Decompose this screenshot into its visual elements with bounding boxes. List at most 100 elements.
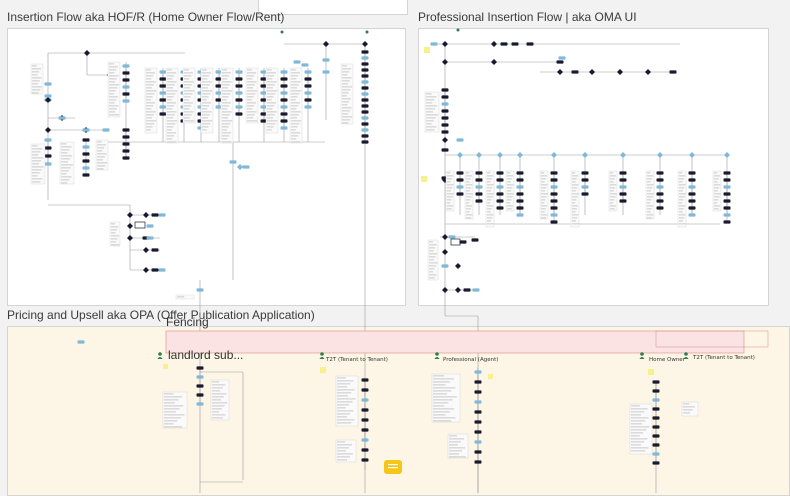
flow-node-dark xyxy=(82,173,90,177)
card-text-line xyxy=(202,84,210,86)
card-text-line xyxy=(647,202,651,204)
flow-node-dark xyxy=(688,199,696,203)
card-text-line xyxy=(679,214,686,216)
flow-node-blue xyxy=(472,288,480,292)
flow-node-dark xyxy=(441,109,449,113)
card-text-line xyxy=(507,193,514,195)
card-text-line xyxy=(679,202,683,204)
card-text-line xyxy=(222,120,233,122)
flow-node-blue xyxy=(361,398,369,402)
card-text-line xyxy=(466,172,470,174)
card-text-line xyxy=(487,205,493,207)
flow-node-blue xyxy=(158,268,166,272)
card-text-line xyxy=(337,447,349,449)
card-text-line xyxy=(487,175,493,177)
card-text-line xyxy=(184,87,190,89)
card-text-line xyxy=(212,411,220,413)
card-text-line xyxy=(487,214,494,216)
sticky-note xyxy=(488,374,493,379)
card-text-line xyxy=(449,447,465,449)
card-text-line xyxy=(202,129,207,131)
card-text-line xyxy=(247,120,258,122)
card-text-line xyxy=(202,108,208,110)
card-text-line xyxy=(146,108,152,110)
card-text-line xyxy=(683,409,693,411)
card-text-line xyxy=(202,111,212,113)
card-text-line xyxy=(167,138,173,140)
flow-node-dark xyxy=(361,104,369,108)
card-text-line xyxy=(679,187,685,189)
flow-node-blue xyxy=(82,166,90,170)
card-text-line xyxy=(647,175,653,177)
flow-node-dark xyxy=(550,178,558,182)
flow-node-dark xyxy=(581,171,589,175)
card-text-line xyxy=(447,202,451,204)
card-text-line xyxy=(631,450,646,452)
flow-node-dark xyxy=(235,84,243,88)
card-text-line xyxy=(212,414,226,416)
card-text-line xyxy=(247,114,255,116)
screenshot-card xyxy=(570,170,580,228)
flow-node-blue xyxy=(474,440,482,444)
card-text-line xyxy=(291,96,298,98)
flow-node-blue xyxy=(260,105,268,109)
card-text-line xyxy=(184,108,190,110)
flow-node-blue xyxy=(196,288,204,292)
card-text-line xyxy=(433,414,446,416)
decision-diamond xyxy=(362,41,368,47)
flow-node-blue xyxy=(456,138,464,142)
card-text-line xyxy=(202,87,208,89)
card-text-line xyxy=(342,80,350,82)
card-text-line xyxy=(426,93,432,95)
flow-node-blue xyxy=(196,375,204,379)
card-text-line xyxy=(212,402,228,404)
flow-node-dark xyxy=(571,70,579,74)
card-text-line xyxy=(61,143,67,145)
flow-node-blue xyxy=(280,105,288,109)
card-text-line xyxy=(32,77,42,79)
card-text-line xyxy=(267,90,278,92)
flow-node-dark xyxy=(496,206,504,210)
card-text-line xyxy=(167,123,176,125)
card-text-line xyxy=(247,78,253,80)
flow-node-dark xyxy=(474,420,482,424)
card-text-line xyxy=(291,102,300,104)
card-text-line xyxy=(167,90,178,92)
person-icon xyxy=(684,352,688,356)
card-text-line xyxy=(647,190,651,192)
card-text-line xyxy=(167,96,174,98)
card-text-line xyxy=(109,66,118,68)
card-text-line xyxy=(433,393,447,395)
card-text-line xyxy=(247,90,258,92)
card-text-line xyxy=(146,87,152,89)
screenshot-card xyxy=(485,170,495,228)
comment-icon[interactable] xyxy=(384,460,402,474)
card-text-line xyxy=(164,426,182,428)
flow-node-blue xyxy=(304,70,312,74)
screenshot-card xyxy=(464,170,474,220)
screenshot-card xyxy=(265,67,279,134)
card-text-line xyxy=(109,75,119,77)
flow-node-blue xyxy=(361,438,369,442)
card-text-line xyxy=(247,81,257,83)
card-text-line xyxy=(466,211,470,213)
professional-flow-frame[interactable] xyxy=(418,28,769,306)
card-text-line xyxy=(222,141,232,143)
card-text-line xyxy=(247,75,255,77)
card-text-line xyxy=(184,114,192,116)
card-text-line xyxy=(679,181,683,183)
card-text-line xyxy=(610,184,617,186)
card-text-line xyxy=(426,96,437,98)
decision-diamond xyxy=(620,152,626,158)
flow-node-blue xyxy=(516,213,524,217)
flow-node-dark xyxy=(652,461,660,465)
card-text-line xyxy=(433,399,453,401)
card-text-line xyxy=(342,92,349,94)
card-text-line xyxy=(202,99,207,101)
flow-node-dark xyxy=(235,112,243,116)
decision-diamond xyxy=(724,152,730,158)
flow-node-dark xyxy=(456,171,464,175)
person-icon-body xyxy=(157,357,163,359)
card-text-line xyxy=(184,90,195,92)
